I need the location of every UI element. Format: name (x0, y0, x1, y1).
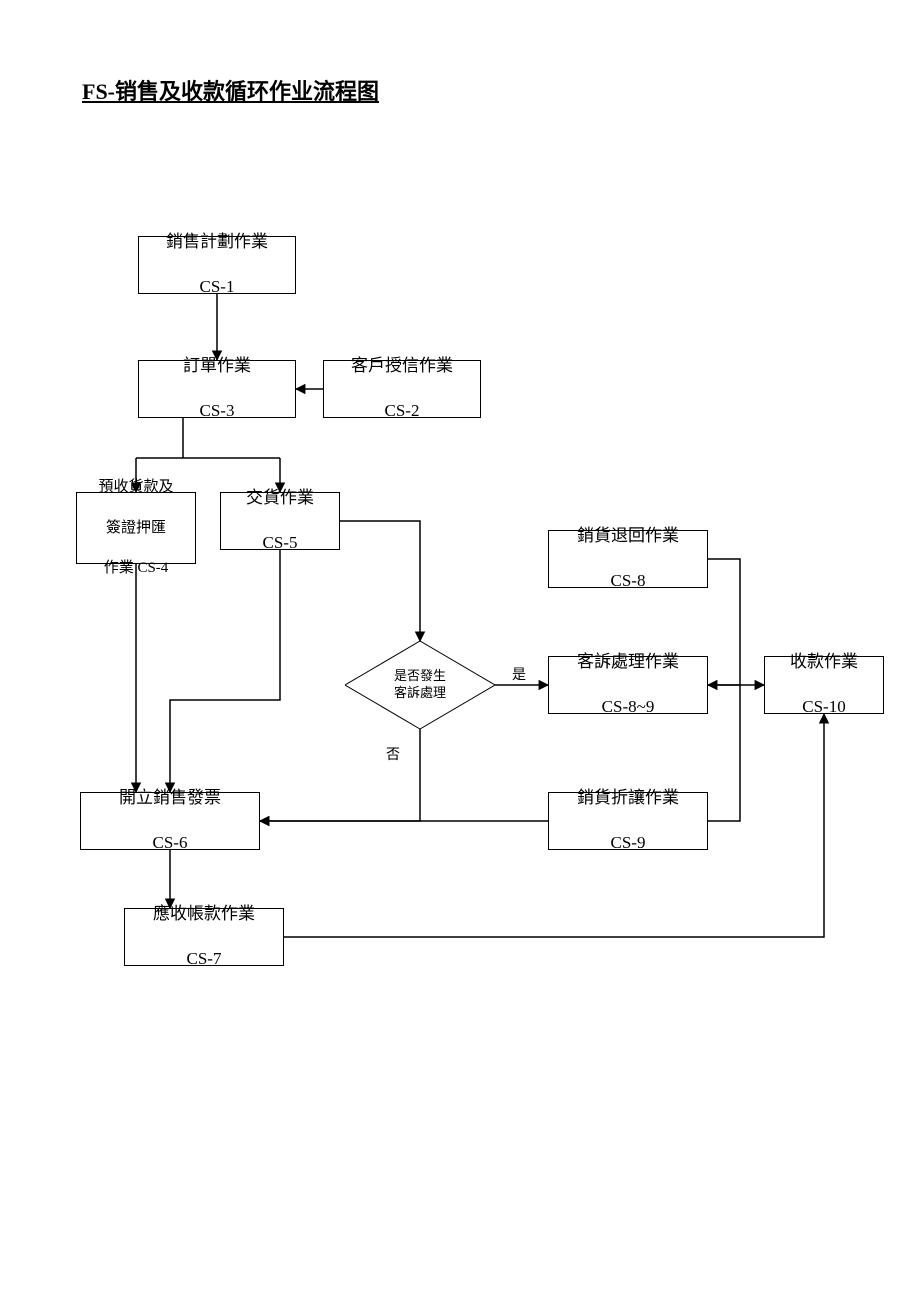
node-cs2: 客戶授信作業CS-2 (323, 360, 481, 418)
node-cs4-line2: 簽證押匯 (106, 518, 166, 538)
page: FS-销售及收款循环作业流程图 銷售計劃作業CS-1 訂單作業CS-3 客戶授信… (0, 0, 920, 1302)
node-cs89-line2: CS-8~9 (602, 696, 655, 719)
page-title: FS-销售及收款循环作业流程图 (82, 74, 379, 106)
node-cs1: 銷售計劃作業CS-1 (138, 236, 296, 294)
edge-dec-no (260, 729, 420, 821)
node-cs7-line1: 應收帳款作業 (153, 903, 255, 926)
node-cs8-line1: 銷貨退回作業 (577, 525, 679, 548)
node-cs9-line1: 銷貨折讓作業 (577, 787, 679, 810)
edge-cs5-right-down (340, 521, 420, 641)
edge-cs5-cs6 (170, 550, 280, 792)
node-cs4-line1: 預收貨款及 (98, 477, 173, 497)
node-cs7: 應收帳款作業CS-7 (124, 908, 284, 966)
edge-cs8-right (708, 559, 740, 685)
node-cs10-line2: CS-10 (802, 696, 845, 719)
node-cs2-line2: CS-2 (385, 400, 420, 423)
node-cs3-line1: 訂單作業 (183, 355, 251, 378)
node-cs89-line1: 客訴處理作業 (577, 651, 679, 674)
node-cs9: 銷貨折讓作業CS-9 (548, 792, 708, 850)
node-cs9-line2: CS-9 (611, 832, 646, 855)
decision-label-2: 客訴處理 (394, 685, 446, 700)
node-cs8: 銷貨退回作業CS-8 (548, 530, 708, 588)
node-cs89: 客訴處理作業CS-8~9 (548, 656, 708, 714)
node-cs2-line1: 客戶授信作業 (351, 355, 453, 378)
node-cs7-line2: CS-7 (187, 948, 222, 971)
edge-label-yes: 是 (512, 664, 526, 684)
decision-label-1: 是否發生 (394, 668, 446, 683)
node-cs5-line2: CS-5 (263, 532, 298, 555)
decision-node: 是否發生 客訴處理 (345, 641, 495, 729)
node-cs3-line2: CS-3 (200, 400, 235, 423)
node-cs6-line2: CS-6 (153, 832, 188, 855)
node-cs1-line1: 銷售計劃作業 (166, 231, 268, 254)
node-cs5-line1: 交貨作業 (246, 487, 314, 510)
node-cs8-line2: CS-8 (611, 570, 646, 593)
edge-label-no: 否 (386, 744, 400, 764)
node-cs1-line2: CS-1 (200, 276, 235, 299)
node-cs3: 訂單作業CS-3 (138, 360, 296, 418)
node-cs4-line3: 作業 CS-4 (104, 558, 169, 578)
node-cs4: 預收貨款及簽證押匯作業 CS-4 (76, 492, 196, 564)
node-cs6-line1: 開立銷售發票 (119, 787, 221, 810)
node-cs6: 開立銷售發票CS-6 (80, 792, 260, 850)
node-cs10-line1: 收款作業 (790, 651, 858, 674)
node-cs5: 交貨作業CS-5 (220, 492, 340, 550)
edge-cs9-right (708, 685, 740, 821)
node-cs10: 收款作業CS-10 (764, 656, 884, 714)
